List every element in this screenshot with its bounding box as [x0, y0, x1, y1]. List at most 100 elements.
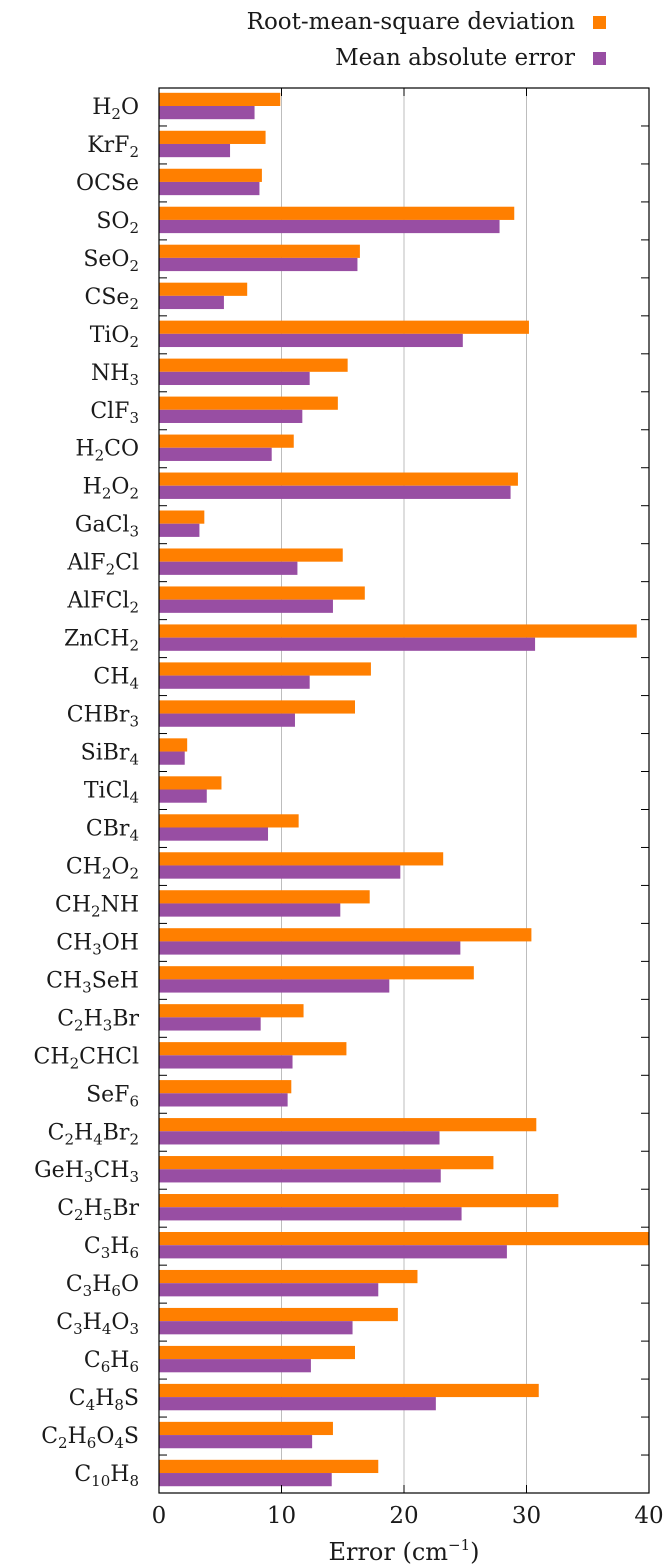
category-label: C2H3Br	[57, 1006, 139, 1034]
bar-mae	[159, 903, 341, 917]
bar-mae	[159, 599, 333, 613]
category-label: KrF2	[87, 133, 139, 161]
bar-rmsd	[159, 1042, 347, 1056]
category-label: CH2CHCl	[34, 1044, 139, 1072]
bar-mae	[159, 1093, 288, 1107]
x-tick-label: 10	[267, 1503, 296, 1529]
bar-rmsd	[159, 776, 222, 790]
bar-rmsd	[159, 890, 370, 904]
category-label: CH3SeH	[46, 968, 139, 996]
bar-mae	[159, 789, 207, 803]
category-label: CH3OH	[56, 930, 139, 958]
category-label: AlF2Cl	[66, 551, 139, 579]
bar-rmsd	[159, 320, 529, 334]
bar-mae	[159, 1435, 313, 1449]
bar-rmsd	[159, 282, 248, 296]
bar-rmsd	[159, 586, 365, 600]
bar-rmsd	[159, 1118, 537, 1132]
bar-mae	[159, 371, 310, 386]
category-label: CHBr3	[67, 703, 139, 731]
category-label: ZnCH2	[64, 627, 139, 655]
bar-mae	[159, 143, 231, 158]
bar-mae	[159, 865, 401, 879]
bar-mae	[159, 1359, 311, 1373]
bar-mae	[159, 827, 269, 841]
bar-mae	[159, 523, 200, 537]
bar-mae	[159, 1397, 436, 1411]
bar-mae	[159, 637, 536, 651]
bar-mae	[159, 181, 260, 196]
category-label: GaCl3	[75, 513, 139, 541]
bar-rmsd	[159, 700, 355, 714]
category-label: CH4	[93, 665, 139, 693]
bar-mae	[159, 409, 303, 423]
category-label: C4H8S	[69, 1386, 139, 1414]
x-tick-label: 0	[152, 1503, 167, 1529]
category-label: OCSe	[76, 171, 139, 196]
bar-rmsd	[159, 852, 444, 866]
bar-rmsd	[159, 966, 474, 980]
legend-label: Mean absolute error	[335, 45, 575, 71]
bar-rmsd	[159, 434, 294, 448]
bar-rmsd	[159, 548, 343, 562]
category-label: CSe2	[85, 285, 139, 313]
bar-rmsd	[159, 244, 360, 258]
category-label: TiCl4	[84, 779, 139, 807]
category-label: C2H5Br	[57, 1196, 139, 1224]
x-tick-labels: 0 10 20 30 40	[152, 1503, 664, 1529]
category-label: SeO2	[83, 247, 139, 275]
x-tick-label: 30	[512, 1503, 541, 1529]
bar-mae	[159, 561, 298, 575]
bar-rmsd	[159, 130, 266, 144]
bar-mae	[159, 295, 224, 310]
bar-mae	[159, 1131, 440, 1145]
category-label: AlFCl2	[66, 589, 139, 617]
bar-mae	[159, 1321, 353, 1335]
bar-rmsd	[159, 624, 637, 638]
bar-mae	[159, 219, 500, 234]
bar-mae	[159, 485, 511, 499]
category-label: SeF6	[86, 1082, 139, 1110]
legend-label: Root-mean-square deviation	[247, 9, 576, 35]
category-label: C2H6O4S	[41, 1424, 139, 1452]
bar-rmsd	[159, 1345, 355, 1360]
category-label: C2H4Br2	[48, 1120, 139, 1148]
category-label: H2CO	[75, 437, 139, 465]
category-label: CH2NH	[55, 892, 139, 920]
bar-mae	[159, 713, 295, 727]
bar-mae	[159, 1283, 379, 1297]
bar-rmsd	[159, 1383, 539, 1398]
bars	[159, 92, 649, 1487]
bar-rmsd	[159, 168, 262, 182]
category-label: H2O	[92, 95, 139, 123]
legend-swatch	[593, 16, 606, 29]
bar-mae	[159, 1207, 462, 1221]
bar-mae	[159, 675, 310, 689]
category-label: C10H8	[74, 1462, 139, 1490]
bar-mae	[159, 979, 390, 993]
bar-rmsd	[159, 1459, 379, 1474]
category-label: NH3	[91, 361, 139, 389]
category-label: CBr4	[86, 816, 139, 844]
bar-rmsd	[159, 1269, 418, 1284]
bar-rmsd	[159, 1307, 398, 1322]
bar-rmsd	[159, 510, 205, 524]
category-label: SiBr4	[81, 741, 139, 769]
bar-rmsd	[159, 472, 518, 486]
bar-mae	[159, 1017, 261, 1031]
bar-mae	[159, 751, 185, 765]
bar-rmsd	[159, 814, 299, 828]
bar-mae	[159, 1055, 293, 1069]
y-tick-labels: H2O KrF2 OCSe SO2 SeO2 CSe2 TiO2 NH3 ClF3 H2CO H2O…	[34, 95, 140, 1490]
bar-rmsd	[159, 206, 515, 220]
bar-mae	[159, 333, 463, 348]
category-label: C3H6O	[66, 1272, 139, 1300]
category-label: C6H6	[84, 1348, 139, 1376]
category-label: C3H6	[84, 1234, 139, 1262]
legend: Root-mean-square deviation Mean absolute …	[247, 9, 606, 71]
bar-rmsd	[159, 92, 281, 106]
bar-rmsd	[159, 1421, 333, 1436]
category-label: CH2O2	[66, 854, 139, 882]
bar-mae	[159, 1169, 441, 1183]
